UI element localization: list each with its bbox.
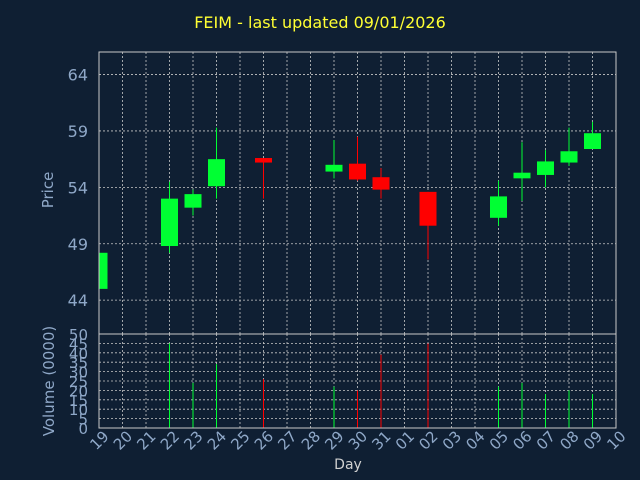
x-tick-21: 21 [133, 427, 159, 453]
x-tick-28: 28 [298, 427, 324, 453]
volume-tick-35: 35 [69, 354, 88, 372]
x-tick-31: 31 [368, 427, 394, 453]
candle-body-07 [537, 161, 554, 175]
volume-tick-15: 15 [69, 392, 88, 410]
x-tick-23: 23 [180, 427, 206, 453]
candle-body-22 [161, 198, 178, 247]
candle-body-31 [372, 177, 390, 190]
volume-tick-0: 0 [78, 420, 88, 438]
x-tick-27: 27 [274, 427, 300, 453]
x-tick-05: 05 [486, 427, 512, 453]
candle-body-05 [490, 196, 507, 218]
volume-tick-20: 20 [69, 382, 88, 400]
volume-tick-5: 5 [78, 411, 88, 429]
volume-tick-10: 10 [69, 401, 88, 419]
chart-title: FEIM - last updated 09/01/2026 [194, 13, 446, 32]
volume-tick-25: 25 [69, 373, 88, 391]
candle-body-30 [349, 163, 366, 180]
x-tick-25: 25 [227, 427, 253, 453]
volume-tick-30: 30 [69, 364, 88, 382]
candle-body-02 [419, 191, 437, 226]
x-tick-19: 19 [86, 427, 112, 453]
price-tick-64: 64 [68, 66, 88, 85]
x-tick-01: 01 [392, 427, 418, 453]
candle-body-19 [99, 252, 108, 289]
candle-body-29 [325, 164, 343, 172]
x-tick-04: 04 [462, 427, 488, 453]
x-tick-22: 22 [157, 427, 183, 453]
volume-tick-40: 40 [69, 345, 88, 363]
price-tick-59: 59 [68, 122, 88, 141]
x-tick-10: 10 [603, 427, 629, 453]
x-tick-20: 20 [110, 427, 136, 453]
x-tick-08: 08 [556, 427, 582, 453]
candle-body-09 [584, 133, 601, 150]
x-tick-06: 06 [509, 427, 535, 453]
candle-body-24 [208, 159, 225, 187]
x-tick-30: 30 [345, 427, 371, 453]
volume-panel-frame [98, 333, 617, 429]
volume-tick-50: 50 [69, 326, 88, 344]
candle-body-23 [184, 194, 202, 208]
x-axis-label: Day [334, 457, 362, 473]
x-tick-03: 03 [439, 427, 465, 453]
x-tick-26: 26 [251, 427, 277, 453]
price-tick-44: 44 [68, 291, 88, 310]
price-tick-54: 54 [68, 178, 88, 197]
x-tick-29: 29 [321, 427, 347, 453]
x-tick-07: 07 [533, 427, 559, 453]
candle-body-08 [560, 151, 578, 163]
x-tick-02: 02 [415, 427, 441, 453]
candle-body-06 [513, 172, 531, 179]
x-tick-09: 09 [580, 427, 606, 453]
x-tick-24: 24 [204, 427, 230, 453]
candle-body-26 [255, 158, 272, 163]
price-tick-49: 49 [68, 235, 88, 254]
volume-tick-45: 45 [69, 335, 88, 353]
